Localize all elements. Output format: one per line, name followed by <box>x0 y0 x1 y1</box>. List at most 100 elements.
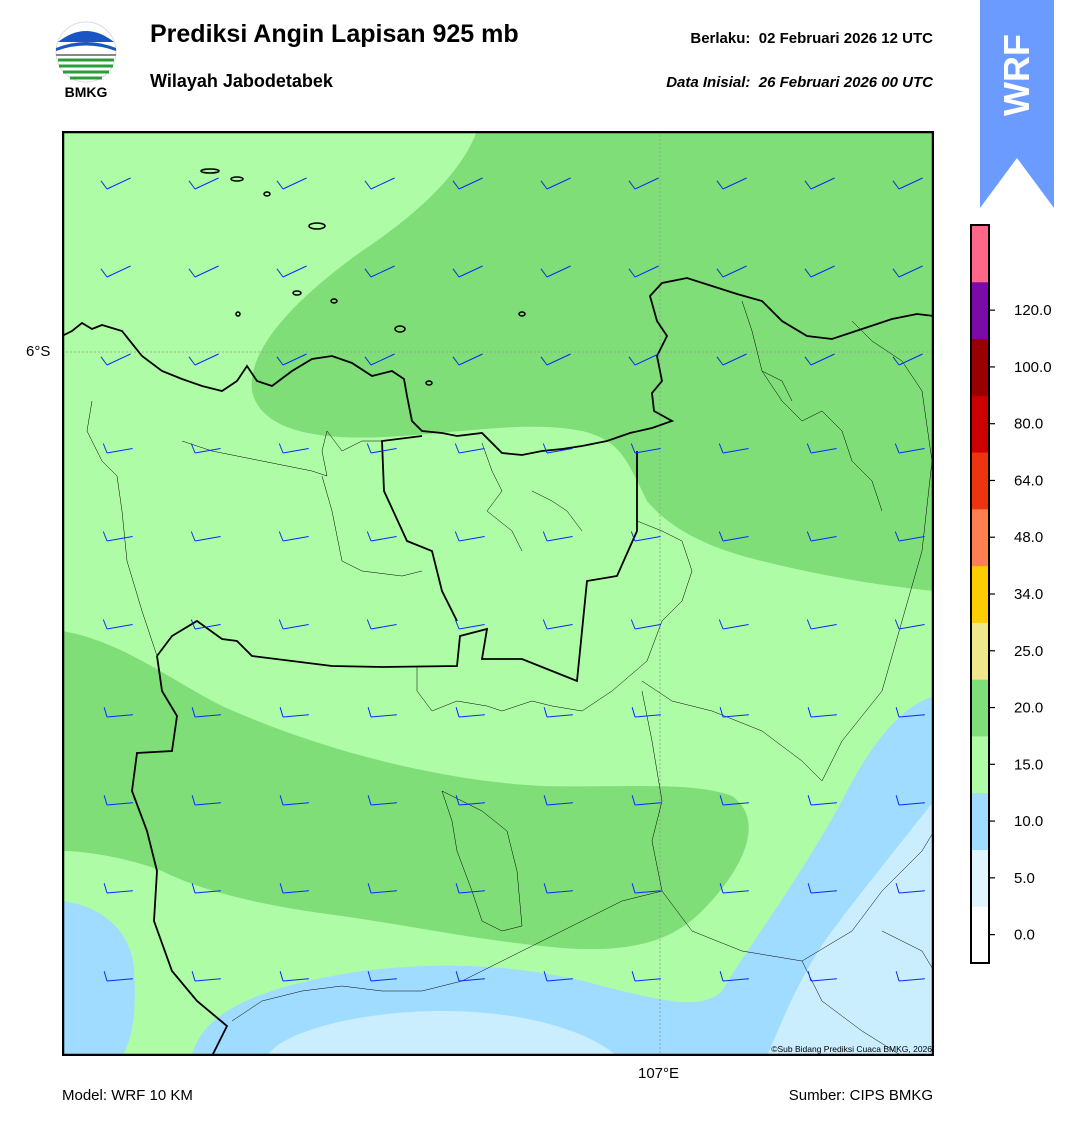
colorbar-segment <box>971 452 989 510</box>
wind-barb <box>454 619 485 630</box>
wind-barb <box>102 443 133 454</box>
wind-barb <box>452 265 483 278</box>
island <box>230 176 244 182</box>
wind-barb <box>804 353 835 366</box>
wind-barb <box>367 707 397 718</box>
zone-green-north <box>251 131 934 591</box>
wind-barb <box>455 707 485 718</box>
colorbar-tick-label: 80.0 <box>1014 416 1043 433</box>
wind-barb <box>807 707 837 718</box>
wind-barb <box>542 531 573 542</box>
wind-barb <box>806 443 837 454</box>
colorbar-segment <box>971 622 989 680</box>
wind-barbs <box>100 177 925 982</box>
regency-borders <box>86 300 934 1056</box>
wind-barb <box>804 265 835 278</box>
wind-barb <box>191 883 221 894</box>
wind-barb <box>894 531 925 542</box>
colorbar-segment <box>971 906 989 964</box>
wind-barb <box>455 971 485 982</box>
wind-barb <box>807 795 837 806</box>
wind-barb <box>454 443 485 454</box>
wind-barb <box>278 619 309 630</box>
wind-barb <box>454 531 485 542</box>
init-value: 26 Februari 2026 00 UTC <box>758 74 933 91</box>
valid-value: 02 Februari 2026 12 UTC <box>758 30 933 47</box>
island <box>200 168 220 174</box>
bmkg-logo <box>55 21 117 83</box>
wind-barb <box>100 353 131 366</box>
island <box>425 380 433 386</box>
wind-map: ©Sub Bidang Prediksi Cuaca BMKG, 2026 <box>62 131 934 1056</box>
wind-barb <box>188 177 219 190</box>
wind-barb <box>628 177 659 190</box>
valid-label: Berlaku: <box>690 30 751 47</box>
init-time: Data Inisial: 26 Februari 2026 00 UTC <box>666 74 933 91</box>
source-info: Sumber: CIPS BMKG <box>788 1087 933 1104</box>
wrf-ribbon <box>980 0 1054 208</box>
wind-barb <box>892 265 923 278</box>
map-copyright: ©Sub Bidang Prediksi Cuaca BMKG, 2026 <box>771 1044 932 1054</box>
wind-barb <box>719 883 749 894</box>
colorbar-segment <box>971 508 989 567</box>
coastline <box>62 277 934 456</box>
colorbar-tick-label: 0.0 <box>1014 927 1035 944</box>
wind-barb <box>364 353 395 366</box>
wind-barb <box>716 177 747 190</box>
wrf-ribbon-label: WRF <box>980 0 1054 150</box>
wind-barb <box>719 707 749 718</box>
colorbar-segment <box>971 565 989 623</box>
wind-barb <box>367 883 397 894</box>
wind-barb <box>364 177 395 190</box>
wind-barb <box>806 619 837 630</box>
wind-barb <box>718 443 749 454</box>
wind-barb <box>190 443 221 454</box>
wind-barb <box>276 353 307 366</box>
wind-barb <box>279 795 309 806</box>
wind-barb <box>279 971 309 982</box>
wind-barb <box>455 795 485 806</box>
colorbar-segment <box>971 679 989 737</box>
wind-barb <box>892 177 923 190</box>
colorbar-segment <box>971 225 989 283</box>
colorbar-segment <box>971 735 989 794</box>
wind-barb <box>540 177 571 190</box>
wind-barb <box>455 883 485 894</box>
colorbar-tick-label: 5.0 <box>1014 870 1035 887</box>
wind-barb <box>276 177 307 190</box>
wind-barb <box>366 619 397 630</box>
colorbar-tick-label: 20.0 <box>1014 700 1043 717</box>
colorbar-tick-label: 15.0 <box>1014 756 1043 773</box>
wind-barb <box>804 177 835 190</box>
wind-barb <box>895 883 925 894</box>
zone-blue-south <box>192 696 934 1056</box>
map-subtitle: Wilayah Jabodetabek <box>150 71 333 91</box>
wind-barb <box>631 971 661 982</box>
colorbar-tick-label: 100.0 <box>1014 359 1052 376</box>
wind-barb <box>807 883 837 894</box>
island <box>292 290 302 296</box>
wind-barb <box>628 265 659 278</box>
colorbar-tick-label: 25.0 <box>1014 643 1043 660</box>
colorbar-tick-label: 64.0 <box>1014 472 1043 489</box>
wind-barb <box>103 883 133 894</box>
wind-barb <box>190 619 221 630</box>
wind-barb <box>718 531 749 542</box>
wind-barb <box>631 883 661 894</box>
logo-text: BMKG <box>64 84 108 100</box>
wind-barb <box>540 265 571 278</box>
wind-barb <box>452 177 483 190</box>
wind-barb <box>543 883 573 894</box>
wind-barb <box>367 971 397 982</box>
colorbar-tick-label: 120.0 <box>1014 302 1052 319</box>
valid-time: Berlaku: 02 Februari 2026 12 UTC <box>690 30 933 47</box>
wind-barb <box>188 265 219 278</box>
wind-barb <box>190 531 221 542</box>
wind-barb <box>452 353 483 366</box>
wind-barb <box>719 971 749 982</box>
zone-green-south <box>62 631 749 950</box>
wind-barb <box>279 707 309 718</box>
colorbar-segment <box>971 849 989 907</box>
colorbar-segment <box>971 281 989 340</box>
wind-barb <box>366 443 397 454</box>
